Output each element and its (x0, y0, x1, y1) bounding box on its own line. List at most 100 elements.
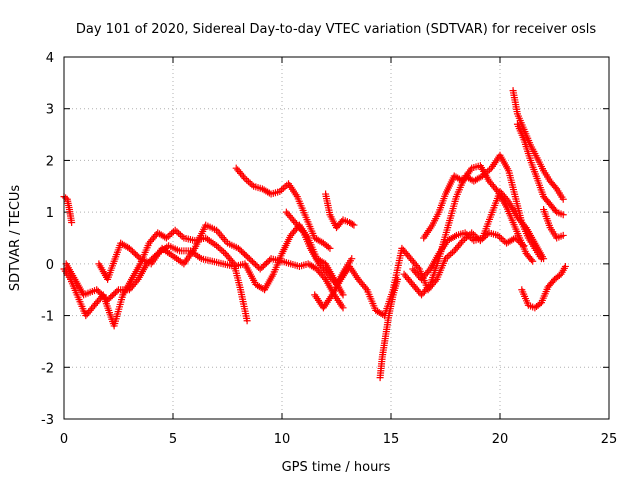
data-point (242, 252, 250, 260)
data-point (258, 264, 266, 272)
y-axis-label: SDTVAR / TECUs (8, 185, 23, 292)
data-point (521, 222, 529, 230)
data-point (264, 258, 272, 266)
data-point (68, 218, 76, 226)
data-point (127, 246, 135, 254)
data-point (239, 173, 247, 181)
data-point (247, 256, 255, 264)
x-axis-label: GPS time / hours (282, 460, 391, 475)
plot-frame (63, 56, 610, 420)
data-point (110, 290, 118, 298)
data-point (457, 238, 465, 246)
y-tick-label: 1 (46, 206, 54, 221)
data-point (111, 289, 119, 297)
y-tick-label: 2 (46, 154, 54, 169)
series-track-15 (518, 262, 569, 312)
y-tick-label: -2 (41, 361, 54, 376)
data-point (561, 262, 569, 270)
series-track-13 (509, 87, 567, 203)
x-tick-label: 25 (601, 432, 618, 447)
data-point (244, 253, 252, 261)
data-point (320, 274, 328, 282)
data-point (234, 244, 242, 252)
data-point (394, 275, 402, 283)
data-point (339, 304, 347, 312)
data-point (256, 265, 264, 273)
data-point (339, 291, 347, 299)
x-tick-label: 10 (274, 432, 291, 447)
chart-title: Day 101 of 2020, Sidereal Day-to-day VTE… (76, 22, 596, 37)
data-point (431, 277, 439, 285)
data-point (425, 267, 433, 275)
data-point (559, 195, 567, 203)
data-point (350, 221, 358, 229)
data-point (362, 284, 370, 292)
x-tick-label: 20 (492, 432, 509, 447)
data-point (108, 292, 116, 300)
data-point (245, 255, 253, 263)
data-points (60, 87, 569, 382)
series-track-5 (232, 164, 334, 252)
y-tick-labels: -3 -2 -1 0 1 2 3 4 (41, 51, 54, 428)
data-point (527, 256, 535, 264)
data-point (253, 262, 261, 270)
data-point (105, 295, 113, 303)
data-point (132, 250, 140, 258)
data-point (540, 255, 548, 263)
data-point (259, 262, 267, 270)
y-tick-label: 4 (46, 51, 54, 66)
data-point (97, 290, 105, 298)
series-track-4 (95, 221, 347, 312)
data-point (425, 282, 433, 290)
data-point (551, 183, 559, 191)
series-track-11 (420, 162, 537, 265)
data-point (348, 255, 356, 263)
series-track-1 (60, 193, 76, 226)
data-point (248, 258, 256, 266)
data-point (239, 249, 247, 257)
data-point (262, 259, 270, 267)
data-point (298, 227, 306, 235)
series-track-12 (409, 187, 548, 283)
data-point (100, 293, 108, 301)
data-point (104, 296, 112, 304)
data-point (129, 247, 137, 255)
series-track-7 (322, 190, 358, 232)
data-point (261, 261, 269, 269)
data-point (559, 231, 567, 239)
data-point (96, 289, 104, 297)
x-tick-label: 5 (169, 432, 177, 447)
data-point (326, 244, 334, 252)
data-point (130, 249, 138, 257)
data-point (348, 220, 356, 228)
x-tick-label: 0 (60, 432, 68, 447)
data-point (125, 244, 133, 252)
data-point (266, 256, 274, 264)
y-tick-label: -1 (41, 310, 54, 325)
data-point (503, 196, 511, 204)
y-tick-label: -3 (41, 413, 54, 428)
x-tick-label: 15 (383, 432, 400, 447)
x-tick-labels: 0 5 10 15 20 25 (60, 432, 617, 447)
data-point (324, 243, 332, 251)
data-point (107, 293, 115, 301)
series-track-14 (513, 120, 567, 219)
data-point (243, 317, 251, 325)
data-point (250, 259, 258, 267)
data-point (559, 211, 567, 219)
data-point (135, 253, 143, 261)
data-point (93, 286, 101, 294)
data-point (99, 292, 107, 300)
y-tick-label: 3 (46, 103, 54, 118)
data-point (252, 261, 260, 269)
data-point (414, 263, 422, 271)
data-point (492, 186, 500, 194)
series-track-9 (376, 275, 402, 382)
data-point (236, 246, 244, 254)
series-track-16 (540, 206, 567, 242)
data-point (113, 287, 121, 295)
data-point (94, 287, 102, 295)
data-point (529, 257, 537, 265)
y-tick-label: 0 (46, 258, 54, 273)
